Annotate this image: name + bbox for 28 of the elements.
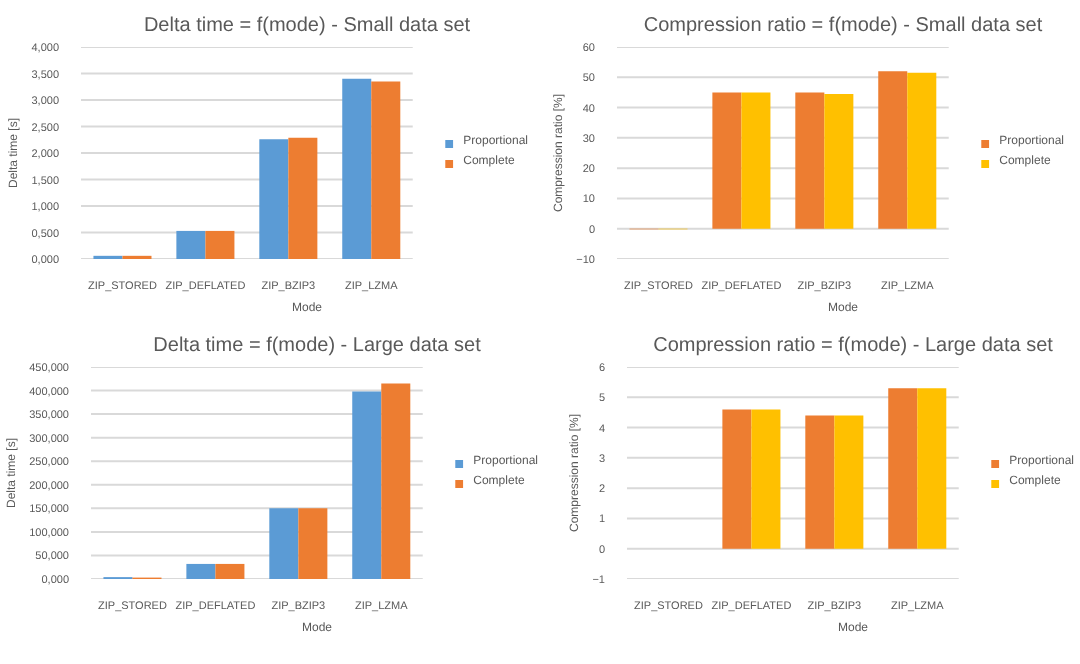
bar (888, 388, 918, 549)
bar (371, 81, 401, 259)
bar (917, 388, 947, 549)
bar (259, 139, 289, 259)
bar (381, 383, 411, 579)
bar (834, 415, 864, 549)
bar (215, 563, 245, 579)
chart-title: Delta time = f(mode) - Small data set (143, 15, 471, 37)
bar (741, 92, 771, 229)
bar (795, 92, 825, 229)
bar (176, 230, 206, 259)
bar (907, 72, 937, 229)
bar (288, 137, 318, 259)
chart-title: Compression ratio = f(mode) - Large data set (653, 335, 1054, 357)
bar (186, 563, 216, 579)
bar (712, 92, 742, 229)
bar (878, 71, 908, 229)
bar (342, 78, 372, 259)
bar (269, 508, 299, 579)
bar (805, 415, 835, 549)
bar (722, 409, 752, 549)
bar (824, 93, 854, 229)
bar (751, 409, 781, 549)
bar (205, 230, 235, 259)
bar (352, 391, 382, 579)
chart-title: Delta time = f(mode) - Large data set (153, 335, 482, 357)
chart-title: Compression ratio = f(mode) - Small data set (643, 15, 1043, 37)
bar (298, 508, 328, 579)
